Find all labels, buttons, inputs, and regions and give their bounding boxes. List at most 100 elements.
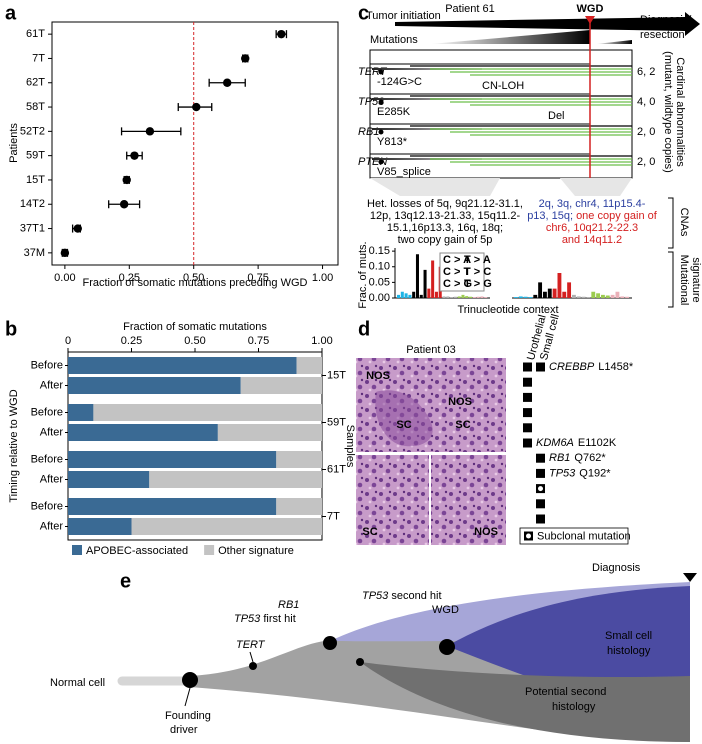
spectrum-bar [514, 297, 518, 298]
wgd-label: WGD [577, 3, 604, 15]
y-tick-label: After [40, 473, 64, 485]
group-label: 7T [327, 510, 340, 522]
mutation-wedge [596, 40, 632, 44]
spectrum-bar [562, 291, 567, 298]
label: driver [170, 724, 198, 736]
spectrum-bar [450, 297, 454, 298]
histology-image [431, 455, 506, 545]
mutation-square [536, 468, 545, 478]
y-axis-label: Timing relative to WGD [8, 389, 20, 502]
mutation-square [536, 362, 545, 372]
image-label: NOS [366, 370, 390, 382]
gene-name: CREBBP [549, 361, 595, 373]
label-text: first hit [260, 613, 295, 625]
spectrum-bar [547, 288, 552, 298]
mutation-square [523, 362, 532, 372]
pointer [184, 687, 191, 707]
title: Patient 61 [445, 3, 495, 15]
bar-segment [68, 357, 297, 374]
spectrum-bar [431, 260, 435, 298]
spectrum-bar [610, 294, 615, 298]
mutation-dot [378, 69, 384, 75]
copy-number: 2, 0 [637, 126, 655, 138]
cna-loss: 12p, 13q12.13-21.33, 15q11.2- [370, 210, 521, 222]
image-label: SC [362, 526, 377, 538]
spectrum-bar [528, 297, 533, 298]
y-tick-label: 0.15 [369, 245, 390, 257]
spectrum-bar [415, 254, 419, 298]
spectrum-bar [625, 296, 630, 298]
y-tick-label: After [40, 426, 64, 438]
mutation-dot [378, 159, 384, 165]
cna-label: CNAs [678, 208, 690, 237]
spectrum-bar [552, 288, 557, 298]
bar-segment [68, 498, 277, 515]
label: TERT [236, 639, 266, 651]
panel-label: e [120, 570, 131, 592]
mutation-label: V85_splice [377, 166, 431, 178]
lineage-fade [372, 158, 482, 160]
mutation-square [536, 499, 545, 509]
event-label: Del [548, 110, 565, 122]
gene-name: RB1 [549, 452, 570, 464]
y-tick-label: Before [31, 500, 63, 512]
y-tick-label: Before [31, 453, 63, 465]
y-tick-label: After [40, 379, 64, 391]
panel-label: c [358, 2, 369, 24]
legend-swatch [72, 545, 82, 555]
timeline-arrow [395, 12, 700, 36]
label: TP53 second hit [362, 590, 442, 602]
legend-label: T > G [464, 278, 492, 290]
legend-label: APOBEC-associated [86, 545, 188, 557]
spectrum-bar [472, 297, 476, 298]
label: RB1 [278, 599, 299, 611]
spectrum-bar [620, 296, 625, 298]
plot-frame [51, 21, 339, 266]
lineage-fade [372, 68, 482, 70]
y-tick-label: 0.00 [369, 292, 390, 304]
dot [73, 224, 82, 233]
mutation-label: CREBBP L1458* [549, 361, 634, 373]
x-tick-label: 1.00 [312, 272, 333, 284]
side-label: Cardinal abnormalities [674, 57, 686, 167]
dot [130, 151, 139, 160]
label: Normal cell [50, 677, 105, 689]
cna-line: chr6, 10q21.2-22.3 [546, 222, 638, 234]
dot [192, 102, 201, 112]
spectrum-bar [605, 295, 610, 298]
event-dot [323, 636, 337, 650]
projection [560, 178, 632, 196]
mutation-wedge [430, 30, 590, 44]
y-tick-label: Before [31, 406, 63, 418]
spectrum-bar [453, 296, 457, 298]
gene-name: TP53 [362, 590, 389, 602]
panel-label: b [5, 318, 17, 340]
spectrum-bar [419, 294, 423, 298]
legend-label: C > G [443, 278, 472, 290]
mutation-square [523, 408, 532, 418]
y-tick-label: After [40, 520, 64, 532]
cna-gain: one copy gain of [576, 210, 658, 222]
spectrum-bar [434, 291, 438, 298]
y-tick-label: 62T [26, 77, 45, 89]
cna-gain: and 14q11.2 [562, 234, 622, 246]
histology-image [356, 455, 429, 545]
x-axis-label: Fraction of somatic mutations [123, 321, 267, 333]
spectrum-bar [581, 296, 586, 298]
legend-label: T > C [464, 266, 491, 278]
event-label: CN-LOH [482, 80, 524, 92]
spectrum-bar [408, 294, 412, 298]
region-outline [375, 390, 433, 447]
label: WGD [432, 604, 459, 616]
bar-segment [131, 518, 322, 535]
spectrum-bar [423, 269, 427, 298]
pointer [249, 651, 254, 663]
bar-segment [93, 404, 323, 421]
spectrum-bar [412, 291, 416, 298]
bar-segment [276, 498, 322, 515]
y-tick-label: 37M [24, 247, 45, 259]
spectrum-bar [596, 293, 601, 298]
diagnosis-marker [683, 573, 697, 582]
bar-segment [217, 424, 322, 441]
mutation-label: KDM6A E1102K [536, 437, 617, 449]
